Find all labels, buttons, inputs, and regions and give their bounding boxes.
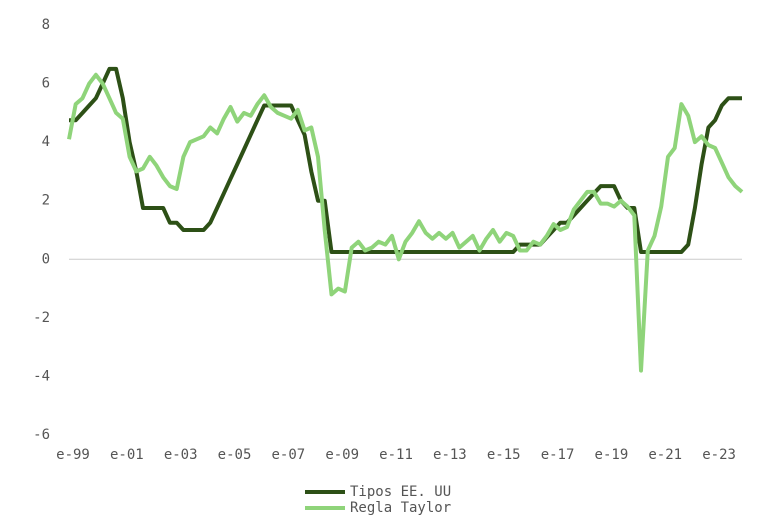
y-tick-label: 2 — [42, 193, 50, 209]
x-tick-label: e-19 — [595, 447, 629, 463]
y-tick-label: 6 — [42, 76, 50, 92]
x-tick-label: e-03 — [164, 447, 198, 463]
legend-label: Tipos EE. UU — [350, 484, 451, 500]
x-tick-label: e-11 — [379, 447, 413, 463]
y-tick-label: 8 — [42, 17, 50, 33]
x-tick-label: e-17 — [541, 447, 575, 463]
x-tick-label: e-09 — [325, 447, 359, 463]
x-tick-label: e-07 — [272, 447, 306, 463]
x-tick-label: e-13 — [433, 447, 467, 463]
x-tick-label: e-05 — [218, 447, 252, 463]
y-tick-label: -2 — [33, 310, 50, 326]
y-tick-label: 0 — [42, 251, 50, 267]
series-line — [69, 66, 742, 254]
x-tick-label: e-99 — [56, 447, 90, 463]
series-line — [67, 72, 744, 373]
y-tick-label: -6 — [33, 427, 50, 443]
x-tick-label: e-21 — [648, 447, 682, 463]
x-tick-label: e-23 — [702, 447, 736, 463]
x-tick-label: e-15 — [487, 447, 521, 463]
y-tick-label: -4 — [33, 368, 50, 384]
x-tick-label: e-01 — [110, 447, 144, 463]
y-tick-label: 4 — [42, 134, 50, 150]
legend-label: Regla Taylor — [350, 500, 451, 516]
